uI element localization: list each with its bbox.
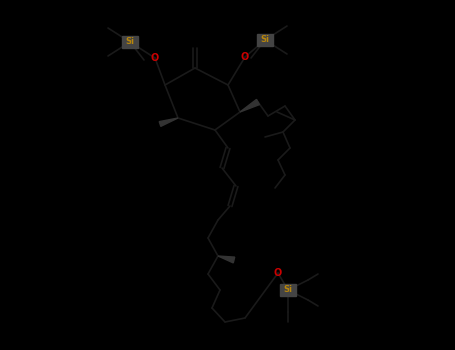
- Text: Si: Si: [283, 286, 293, 294]
- Text: O: O: [151, 53, 159, 63]
- Polygon shape: [240, 99, 259, 112]
- Bar: [122, 36, 138, 48]
- Text: Si: Si: [261, 35, 269, 44]
- Text: Si: Si: [126, 37, 135, 47]
- Bar: [280, 284, 296, 296]
- Bar: [257, 34, 273, 46]
- Polygon shape: [159, 118, 178, 126]
- Text: O: O: [241, 52, 249, 62]
- Polygon shape: [218, 256, 235, 263]
- Text: O: O: [274, 268, 282, 278]
